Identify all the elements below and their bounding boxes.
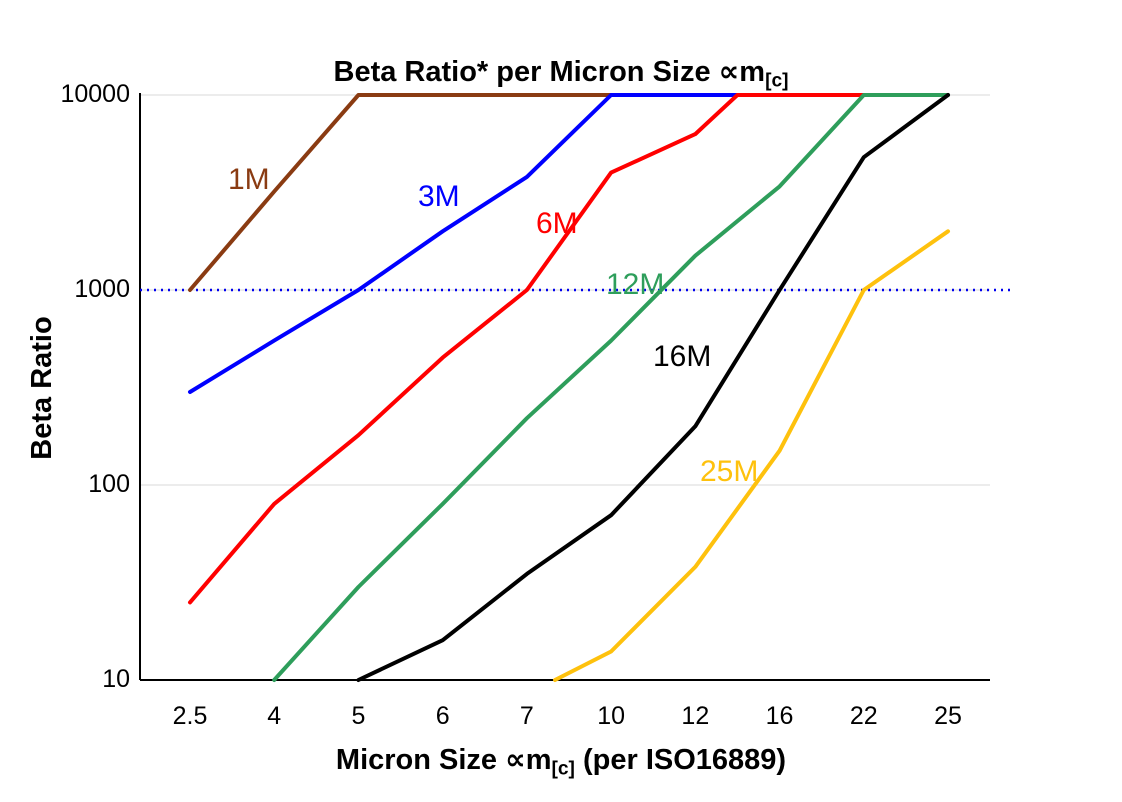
series-line-12M: [272, 93, 950, 682]
chart-title-text: Beta Ratio* per Micron Size ∝m: [333, 56, 766, 88]
x-tick-label-10: 10: [597, 702, 626, 730]
series-line-6M: [188, 93, 866, 605]
x-tick-label-12: 12: [681, 702, 710, 730]
series-label-16M: 16M: [653, 340, 712, 373]
series-line-25M: [553, 229, 950, 682]
y-tick-label-1000: 1000: [74, 275, 130, 303]
y-tick-label-10000: 10000: [60, 80, 130, 108]
x-tick-label-2.5: 2.5: [172, 702, 208, 730]
series-label-1M: 1M: [228, 163, 270, 196]
x-axis-title-suffix: (per ISO16889): [574, 744, 787, 776]
x-axis-title-text: Micron Size ∝m: [335, 744, 552, 776]
series-label-25M: 25M: [700, 455, 759, 488]
x-axis-title-subscript: [c]: [551, 758, 575, 780]
series-label-12M: 12M: [606, 268, 665, 301]
series-line-3M: [188, 93, 740, 394]
x-tick-label-25: 25: [934, 702, 962, 730]
x-tick-label-6: 6: [435, 702, 450, 730]
x-tick-label-4: 4: [267, 702, 282, 730]
chart-title-subscript: [c]: [765, 70, 789, 92]
series-line-1M: [188, 93, 614, 292]
series-label-6M: 6M: [536, 207, 578, 240]
x-tick-label-16: 16: [765, 702, 794, 730]
x-tick-label-5: 5: [351, 702, 366, 730]
y-tick-label-10: 10: [102, 665, 130, 693]
x-tick-label-22: 22: [849, 702, 878, 730]
y-tick-label-100: 100: [88, 470, 130, 498]
chart-title: Beta Ratio* per Micron Size ∝m[c]: [0, 54, 1122, 92]
x-tick-label-7: 7: [519, 702, 534, 730]
x-axis-title: Micron Size ∝m[c] (per ISO16889): [0, 742, 1122, 780]
series-line-16M: [356, 93, 950, 682]
series-label-3M: 3M: [418, 180, 460, 213]
